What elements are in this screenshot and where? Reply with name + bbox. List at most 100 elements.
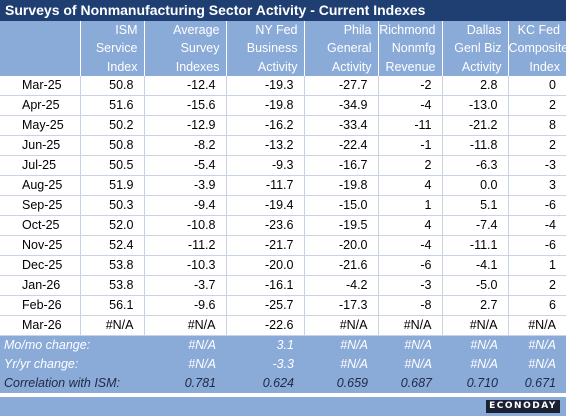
table-cell: -21.6 — [304, 255, 379, 276]
table-cell: -16.7 — [304, 155, 379, 176]
header-cell — [0, 21, 81, 39]
header-cell: Survey — [144, 39, 227, 57]
table-cell: -8 — [378, 295, 443, 316]
table-cell: -3 — [378, 275, 443, 296]
table-cell: 2 — [508, 275, 566, 296]
header-row-1: ISM Average NY Fed Phila Richmond Dallas… — [0, 21, 566, 39]
row-date: Jul-25 — [0, 155, 81, 176]
row-date: Feb-26 — [0, 295, 81, 316]
summary-cell: 0.671 — [508, 374, 566, 393]
summary-cell: 3.1 — [226, 335, 304, 355]
table-cell: -3.9 — [144, 175, 227, 196]
table-cell: -10.8 — [144, 215, 227, 236]
header-cell: Index — [508, 57, 566, 76]
table-cell: -27.7 — [304, 76, 379, 96]
summary-cell: #N/A — [508, 355, 566, 374]
header-cell: Activity — [442, 57, 509, 76]
header-cell: Activity — [226, 57, 305, 76]
summary-cell: 0.687 — [378, 374, 442, 393]
table-cell: 0 — [508, 76, 566, 96]
row-date: Aug-25 — [0, 175, 81, 196]
table-cell: -10.3 — [144, 255, 227, 276]
header-cell: General — [304, 39, 379, 57]
table-cell: -11.2 — [144, 235, 227, 256]
table-cell: 2.8 — [442, 76, 509, 96]
table-cell: -19.3 — [226, 76, 305, 96]
table-cell: 52.0 — [80, 215, 145, 236]
table-cell: #N/A — [442, 315, 509, 336]
summary-section: Mo/mo change: #N/A 3.1 #N/A #N/A #N/A #N/A Yr/y… — [0, 335, 566, 393]
table-cell: 50.5 — [80, 155, 145, 176]
row-date: Jan-26 — [0, 275, 81, 296]
header-cell: Revenue — [378, 57, 443, 76]
table-cell: -17.3 — [304, 295, 379, 316]
econoday-logo: ECONODAY — [486, 400, 560, 413]
footer-bar: ECONODAY — [0, 397, 566, 416]
table-header: ISM Average NY Fed Phila Richmond Dallas… — [0, 21, 566, 76]
header-cell: Index — [80, 57, 145, 76]
table-cell: #N/A — [378, 315, 443, 336]
table-body: Mar-25 50.8 -12.4 -19.3 -27.7 -2 2.8 0 Apr-25 51.… — [0, 76, 566, 336]
header-cell: NY Fed — [226, 21, 305, 39]
table-cell: -5.0 — [442, 275, 509, 296]
table-cell: 2 — [378, 155, 443, 176]
header-row-3: Index Indexes Activity Activity Revenue … — [0, 57, 566, 76]
table-cell: -22.6 — [226, 315, 305, 336]
header-cell: Activity — [304, 57, 379, 76]
table-cell: -13.2 — [226, 135, 305, 156]
table-cell: -9.3 — [226, 155, 305, 176]
table-cell: 50.8 — [80, 135, 145, 156]
row-date: Dec-25 — [0, 255, 81, 276]
header-cell: Composite — [508, 39, 566, 57]
table-cell: 3 — [508, 175, 566, 196]
summary-cell: #N/A — [304, 355, 378, 374]
table-row: Jan-26 53.8 -3.7 -16.1 -4.2 -3 -5.0 2 — [0, 275, 566, 296]
summary-cell: 0.659 — [304, 374, 378, 393]
table-cell: #N/A — [80, 315, 145, 336]
indexes-table: ISM Average NY Fed Phila Richmond Dallas… — [0, 21, 566, 393]
table-cell: -23.6 — [226, 215, 305, 236]
summary-cell: 0.781 — [144, 374, 226, 393]
row-date: Nov-25 — [0, 235, 81, 256]
table-cell: 51.6 — [80, 95, 145, 116]
table-row: Dec-25 53.8 -10.3 -20.0 -21.6 -6 -4.1 1 — [0, 255, 566, 276]
header-cell: Phila — [304, 21, 379, 39]
summary-row: Correlation with ISM: 0.781 0.624 0.659 0.68… — [0, 374, 566, 393]
table-cell: -5.4 — [144, 155, 227, 176]
summary-cell: 0.710 — [442, 374, 508, 393]
summary-cell: -3.3 — [226, 355, 304, 374]
table-cell: -34.9 — [304, 95, 379, 116]
table-cell: -13.0 — [442, 95, 509, 116]
table-cell: 50.8 — [80, 76, 145, 96]
table-cell: -1 — [378, 135, 443, 156]
summary-cell: #N/A — [442, 355, 508, 374]
table-row: Nov-25 52.4 -11.2 -21.7 -20.0 -4 -11.1 -6 — [0, 235, 566, 256]
table-cell: -4.2 — [304, 275, 379, 296]
summary-cell: #N/A — [378, 335, 442, 355]
header-row-2: Service Survey Business General Nonmfg G… — [0, 39, 566, 57]
table-row: May-25 50.2 -12.9 -16.2 -33.4 -11 -21.2 8 — [0, 115, 566, 136]
table-cell: 56.1 — [80, 295, 145, 316]
summary-label: Correlation with ISM: — [0, 374, 144, 393]
summary-cell: #N/A — [378, 355, 442, 374]
header-cell: KC Fed — [508, 21, 566, 39]
table-cell: -2 — [378, 76, 443, 96]
table-cell: 1 — [508, 255, 566, 276]
summary-cell: 0.624 — [226, 374, 304, 393]
table-row: Jun-25 50.8 -8.2 -13.2 -22.4 -1 -11.8 2 — [0, 135, 566, 156]
table-cell: -22.4 — [304, 135, 379, 156]
summary-cell: #N/A — [144, 335, 226, 355]
table-cell: -15.6 — [144, 95, 227, 116]
header-cell: Average — [144, 21, 227, 39]
table-cell: -4.1 — [442, 255, 509, 276]
table-cell: -19.8 — [226, 95, 305, 116]
row-date: Mar-25 — [0, 76, 81, 96]
table-cell: 2 — [508, 135, 566, 156]
summary-label: Mo/mo change: — [0, 335, 144, 355]
header-cell: Indexes — [144, 57, 227, 76]
row-date: Apr-25 — [0, 95, 81, 116]
table-cell: -11.8 — [442, 135, 509, 156]
report-title: Surveys of Nonmanufacturing Sector Activ… — [0, 0, 566, 21]
table-cell: -3.7 — [144, 275, 227, 296]
table-cell: 50.3 — [80, 195, 145, 216]
